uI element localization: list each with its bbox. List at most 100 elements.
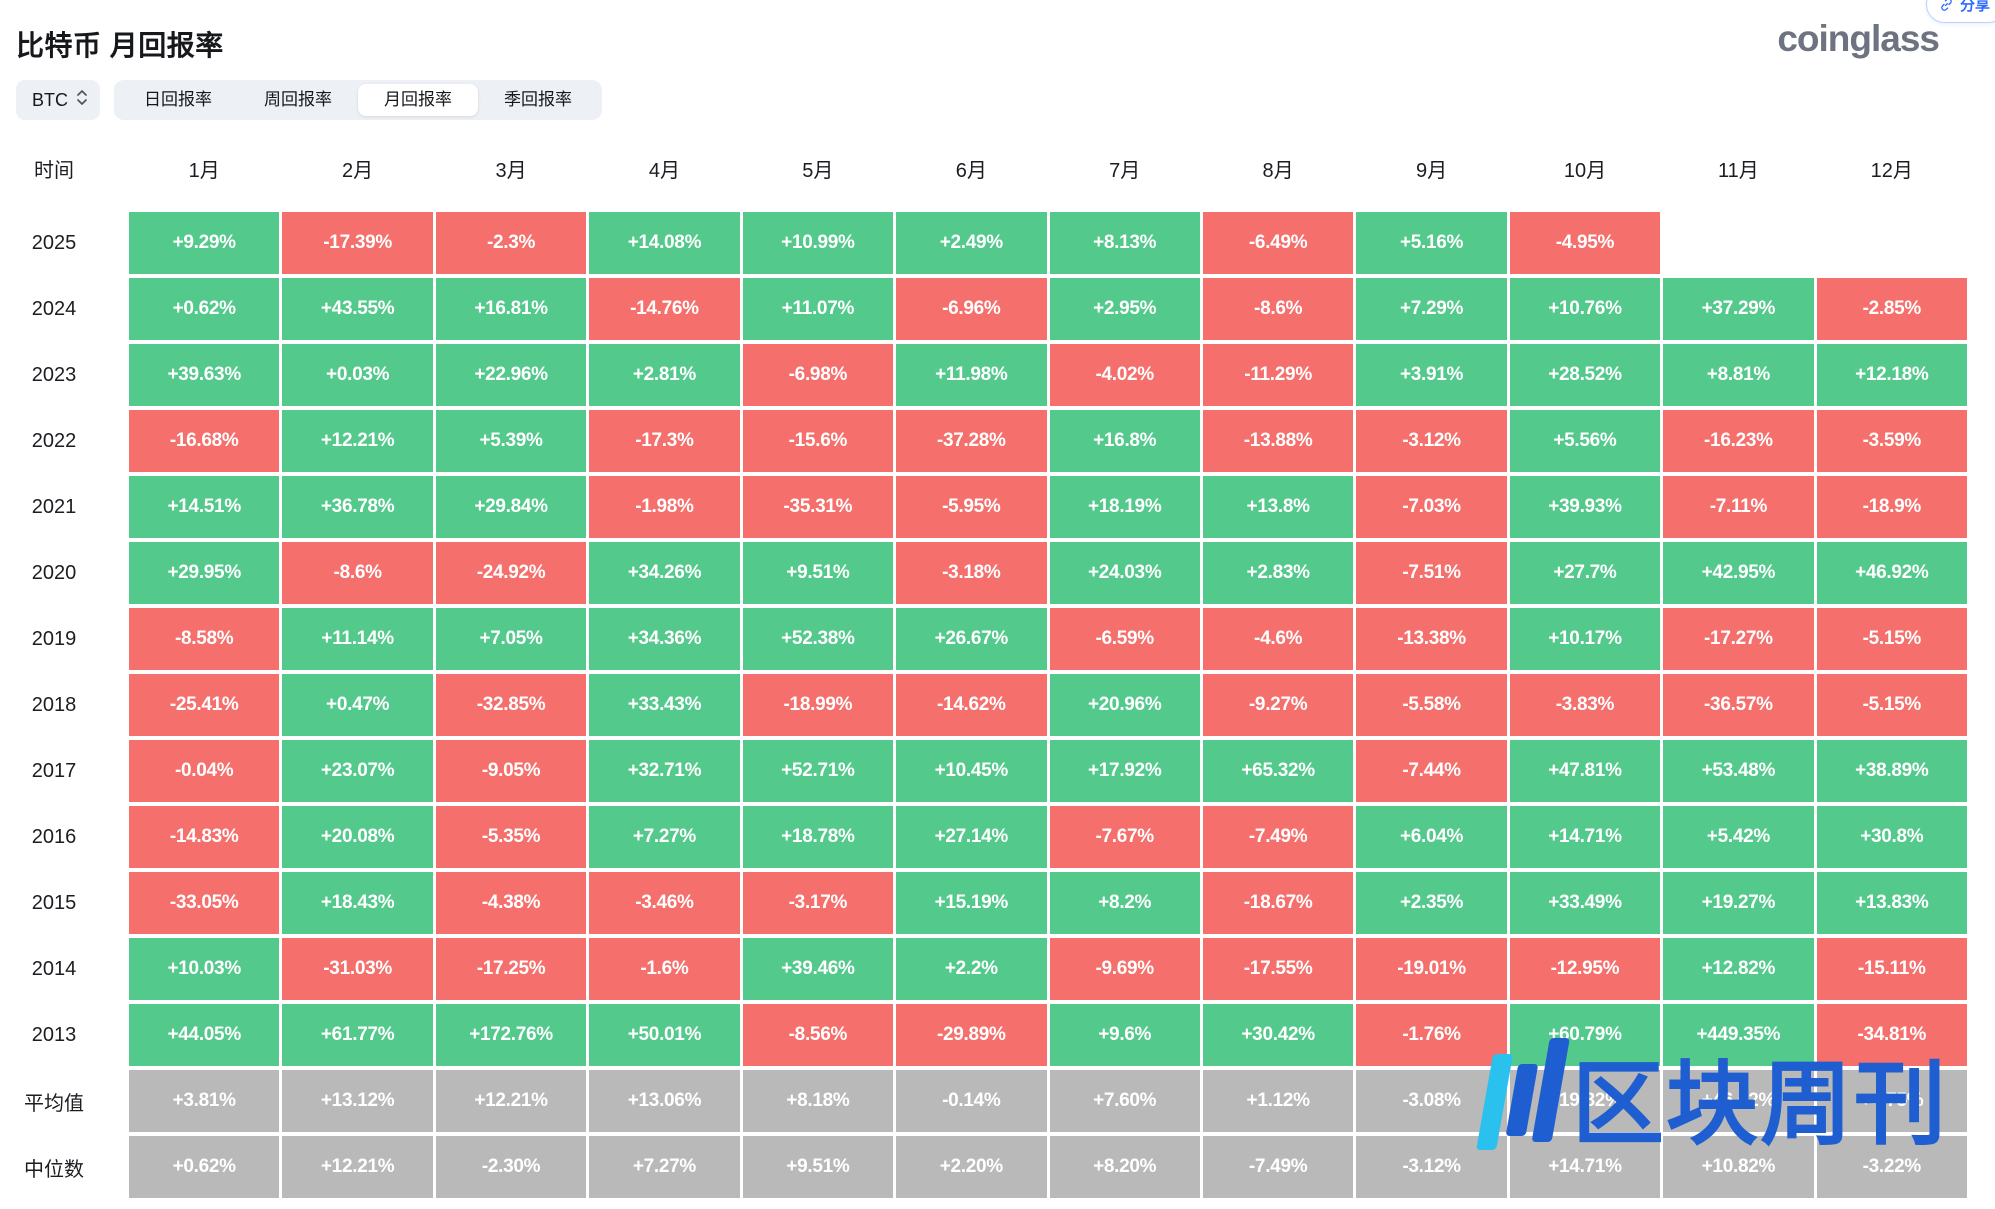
return-cell: +0.03% [282, 344, 433, 406]
return-cell: +12.82% [1663, 938, 1814, 1000]
return-cell: +9.51% [742, 1136, 894, 1198]
return-cell: -5.95% [896, 476, 1047, 538]
row-label-2018: 2018 [31, 693, 77, 716]
return-cell: -18.67% [1202, 872, 1354, 934]
column-header-month: 3月 [495, 159, 527, 182]
return-cell: +23.07% [282, 740, 433, 802]
column-header-month: 9月 [1415, 159, 1448, 182]
coin-select-value: BTC [32, 89, 68, 110]
return-cell: -37.28% [896, 410, 1047, 472]
return-cell: +33.49% [1509, 872, 1661, 934]
return-cell: -7.49% [1202, 806, 1354, 868]
return-cell: +6.04% [1356, 806, 1507, 868]
return-cell [1663, 212, 1813, 274]
return-cell: +8.18% [742, 1070, 894, 1132]
row-label-平均值: 平均值 [24, 1092, 84, 1115]
return-cell: +46.92% [1816, 542, 1967, 604]
return-cell: +11.14% [282, 608, 433, 670]
row-label-2023: 2023 [31, 363, 77, 386]
return-cell: +19.82% [1509, 1070, 1661, 1132]
coin-select[interactable]: BTC [16, 80, 100, 120]
return-cell: -29.89% [896, 1004, 1047, 1066]
tab-季回报率[interactable]: 季回报率 [504, 90, 572, 109]
return-cell: +52.71% [742, 740, 894, 802]
return-cell: -5.15% [1816, 674, 1967, 736]
row-label-2025: 2025 [31, 231, 77, 254]
return-cell: +34.36% [589, 608, 740, 670]
link-icon [1939, 0, 1954, 12]
return-cell: +8.81% [1663, 344, 1814, 406]
return-cell: +28.52% [1509, 344, 1661, 406]
return-cell: -8.58% [129, 608, 280, 670]
return-cell: +11.07% [742, 278, 894, 340]
return-cell: +12.21% [282, 1136, 433, 1198]
return-cell: +15.19% [896, 872, 1047, 934]
return-cell: -25.41% [129, 674, 280, 736]
return-cell: +17.92% [1049, 740, 1200, 802]
return-cell: +32.71% [589, 740, 740, 802]
return-cell: -15.11% [1816, 938, 1967, 1000]
return-cell: +26.67% [896, 608, 1047, 670]
return-cell: -4.02% [1049, 344, 1200, 406]
return-cell: -13.88% [1202, 410, 1354, 472]
return-cell: +39.46% [742, 938, 894, 1000]
column-header-month: 8月 [1262, 159, 1294, 182]
return-cell: -3.18% [896, 542, 1047, 604]
return-cell: -5.35% [435, 806, 587, 868]
return-cell: +38.89% [1816, 740, 1967, 802]
return-cell: +18.43% [282, 872, 433, 934]
return-cell: +16.81% [435, 278, 587, 340]
return-cell: -2.30% [435, 1136, 587, 1198]
return-cell: +3.91% [1356, 344, 1507, 406]
return-cell: -17.39% [282, 212, 433, 274]
return-cell: +10.76% [1509, 278, 1661, 340]
return-cell: +0.62% [129, 278, 280, 340]
return-cell [1817, 212, 1967, 274]
row-label-中位数: 中位数 [24, 1158, 84, 1181]
return-cell: -31.03% [282, 938, 433, 1000]
return-cell: +33.43% [589, 674, 740, 736]
return-cell: +12.21% [282, 410, 433, 472]
tab-周回报率[interactable]: 周回报率 [264, 90, 332, 109]
return-cell: +9.6% [1049, 1004, 1200, 1066]
row-label-2020: 2020 [31, 561, 77, 584]
return-cell: -3.12% [1356, 410, 1507, 472]
share-button[interactable]: 分享 [1925, 0, 1995, 23]
return-cell: +50.01% [589, 1004, 740, 1066]
return-cell: +5.16% [1356, 212, 1507, 274]
return-cell: +24.03% [1049, 542, 1200, 604]
return-cell: -18.99% [742, 674, 894, 736]
return-cell: -3.12% [1356, 1136, 1507, 1198]
return-cell: +30.8% [1816, 806, 1967, 868]
tab-日回报率[interactable]: 日回报率 [144, 90, 212, 109]
return-cell: +8.20% [1049, 1136, 1200, 1198]
return-cell: +449.35% [1663, 1004, 1814, 1066]
return-cell: -1.98% [589, 476, 740, 538]
return-cell: +39.93% [1509, 476, 1661, 538]
return-cell: +3.81% [129, 1070, 280, 1132]
return-cell: -6.98% [742, 344, 894, 406]
return-cell: -18.9% [1816, 476, 1967, 538]
return-cell: +10.03% [129, 938, 280, 1000]
return-cell: +14.71% [1509, 806, 1661, 868]
return-cell: +172.76% [435, 1004, 587, 1066]
row-label-2015: 2015 [31, 891, 77, 914]
return-cell: +18.19% [1049, 476, 1200, 538]
return-cell: +18.78% [742, 806, 894, 868]
row-label-2021: 2021 [31, 495, 77, 518]
return-cell: -7.67% [1049, 806, 1200, 868]
return-cell: +36.78% [282, 476, 433, 538]
return-cell: +9.51% [742, 542, 894, 604]
return-cell: -7.49% [1202, 1136, 1354, 1198]
row-label-2013: 2013 [31, 1023, 77, 1046]
return-cell: +7.27% [589, 1136, 740, 1198]
return-cell: +22.96% [435, 344, 587, 406]
return-cell: -17.3% [589, 410, 740, 472]
return-cell: -9.69% [1049, 938, 1200, 1000]
return-cell: -4.95% [1509, 212, 1661, 274]
tab-月回报率[interactable]: 月回报率 [358, 84, 478, 116]
return-cell: -7.51% [1356, 542, 1507, 604]
return-cell: -16.68% [129, 410, 280, 472]
monthly-returns-table: 时间 1月 2月 3月 4月 5月 6月 7月 8月 9月 10月 11月 12月 2025 +9.29% -… [0, 146, 1967, 1198]
return-cell: -9.27% [1202, 674, 1354, 736]
